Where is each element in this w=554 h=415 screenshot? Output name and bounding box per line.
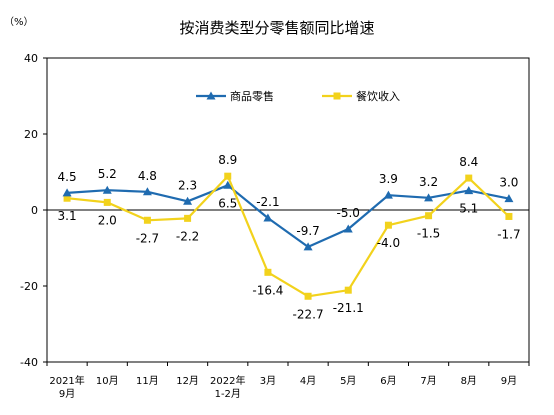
series-1-point: [424, 193, 434, 202]
series-2-data-label: -22.7: [293, 307, 324, 321]
series-1-data-label: 6.5: [218, 196, 237, 210]
x-tick-label: 10月: [96, 375, 119, 387]
series-2-point: [143, 216, 151, 224]
x-tick-label: 2022年 1-2月: [210, 374, 245, 400]
legend-marker-2: [333, 92, 341, 100]
series-1-data-label: 5.1: [459, 202, 478, 216]
series-2-data-label: -1.7: [497, 227, 520, 241]
chart-title: 按消费类型分零售额同比增速: [179, 19, 374, 37]
series-1-point: [303, 242, 313, 251]
series-1-data-label: 3.0: [499, 176, 518, 190]
x-tick-label: 3月: [260, 375, 276, 387]
y-tick-label: 20: [24, 128, 38, 141]
legend: 商品零售 餐饮收入: [196, 89, 400, 103]
series-2-data-label: 8.9: [218, 153, 237, 167]
series-1-data-label: 3.2: [419, 175, 438, 189]
series-1-point: [343, 224, 353, 233]
series-1-point: [223, 180, 233, 189]
legend-label-2: 餐饮收入: [356, 89, 400, 103]
x-tick-label: 8月: [461, 375, 477, 387]
series-1-data-label: 3.9: [379, 172, 398, 186]
series-2-data-label: -4.0: [377, 236, 400, 250]
y-axis-unit: （%）: [4, 16, 34, 28]
x-tick-label: 12月: [176, 375, 199, 387]
legend-marker-1: [206, 91, 216, 100]
series-1-data-label: -5.0: [337, 206, 360, 220]
series-2-point: [505, 212, 513, 220]
series-1-data-label: 2.3: [178, 178, 197, 192]
series-lines: [66, 175, 510, 298]
series-2-point: [344, 286, 352, 294]
y-tick-label: 40: [24, 52, 38, 65]
series-2-data-label: -21.1: [333, 301, 364, 315]
series-1-data-label: -9.7: [296, 224, 319, 238]
series-markers: [62, 172, 514, 300]
series-2-data-label: -1.5: [417, 227, 440, 241]
x-tick-label: 5月: [340, 375, 356, 387]
series-1-data-label: 4.5: [58, 170, 77, 184]
series-2-data-label: -2.2: [176, 229, 199, 243]
series-2-data-label: 2.0: [98, 213, 117, 227]
x-tick-label: 2021年 9月: [49, 374, 84, 400]
series-2-point: [425, 212, 433, 220]
axes: 40 20 0 -20 -40 2021年 9月 10月 11月 12月 2022年 1-2月 3月 4月…: [20, 52, 530, 400]
series-line-1: [67, 184, 510, 248]
series-2-point: [103, 198, 111, 206]
series-1-point: [102, 185, 112, 194]
x-tick-label: 9月: [501, 375, 517, 387]
series-2-point: [384, 221, 392, 229]
x-tick-label: 7月: [420, 375, 436, 387]
x-tick-label: 11月: [136, 375, 159, 387]
series-2-data-label: -16.4: [252, 283, 283, 297]
series-1-point: [62, 188, 72, 197]
x-tick-label: 4月: [300, 375, 316, 387]
legend-label-1: 商品零售: [230, 89, 274, 103]
series-1-point: [504, 194, 514, 203]
series-2-point: [184, 214, 192, 222]
series-1-data-label: 4.8: [138, 169, 157, 183]
y-tick-label: -20: [20, 280, 38, 293]
series-1-data-label: -2.1: [256, 195, 279, 209]
y-tick-label: 0: [31, 204, 38, 217]
series-1-point: [183, 196, 193, 205]
y-tick-label: -40: [20, 356, 38, 369]
data-labels: 4.5 3.1 5.2 2.0 4.8 -2.7 2.3 -2.2 6.5 8.9 -2.1 -16.…: [58, 153, 521, 321]
series-1-point: [142, 187, 152, 196]
series-line-2: [66, 175, 510, 298]
series-2-data-label: 8.4: [459, 155, 478, 169]
series-1-point: [263, 213, 273, 222]
series-2-point: [465, 174, 473, 182]
series-1-point: [383, 190, 393, 199]
series-2-point: [264, 268, 272, 276]
series-2-point: [224, 172, 232, 180]
series-2-data-label: 3.1: [58, 209, 77, 223]
series-1-data-label: 5.2: [98, 167, 117, 181]
x-tick-label: 6月: [380, 375, 396, 387]
series-2-point: [304, 292, 312, 300]
series-2-data-label: -2.7: [136, 231, 159, 245]
series-2-point: [63, 194, 71, 202]
series-1-point: [464, 186, 474, 195]
